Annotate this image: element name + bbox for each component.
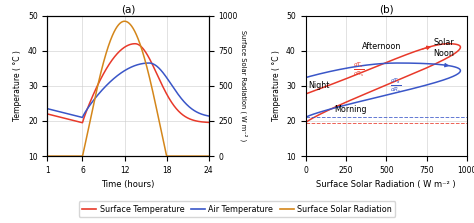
Title: (b): (b) (379, 5, 393, 15)
Text: Solar
Noon: Solar Noon (433, 38, 454, 58)
Text: Afternoon: Afternoon (362, 42, 401, 51)
Text: $\frac{dT_a}{dR_s}$: $\frac{dT_a}{dR_s}$ (390, 76, 402, 95)
X-axis label: Surface Solar Radiation ( W m⁻² ): Surface Solar Radiation ( W m⁻² ) (317, 180, 456, 189)
Legend: Surface Temperature, Air Temperature, Surface Solar Radiation: Surface Temperature, Air Temperature, Su… (79, 201, 395, 217)
Y-axis label: Temperature ( °C ): Temperature ( °C ) (272, 50, 281, 121)
Title: (a): (a) (121, 5, 135, 15)
Y-axis label: Surface Solar Radiation ( W m⁻² ): Surface Solar Radiation ( W m⁻² ) (240, 30, 247, 141)
Text: $\frac{dT_s}{dR_s}$: $\frac{dT_s}{dR_s}$ (353, 60, 365, 79)
Y-axis label: Temperature ( °C ): Temperature ( °C ) (13, 50, 22, 121)
X-axis label: Time (hours): Time (hours) (101, 180, 155, 189)
Text: Morning: Morning (335, 105, 367, 114)
Text: Night: Night (308, 81, 329, 90)
